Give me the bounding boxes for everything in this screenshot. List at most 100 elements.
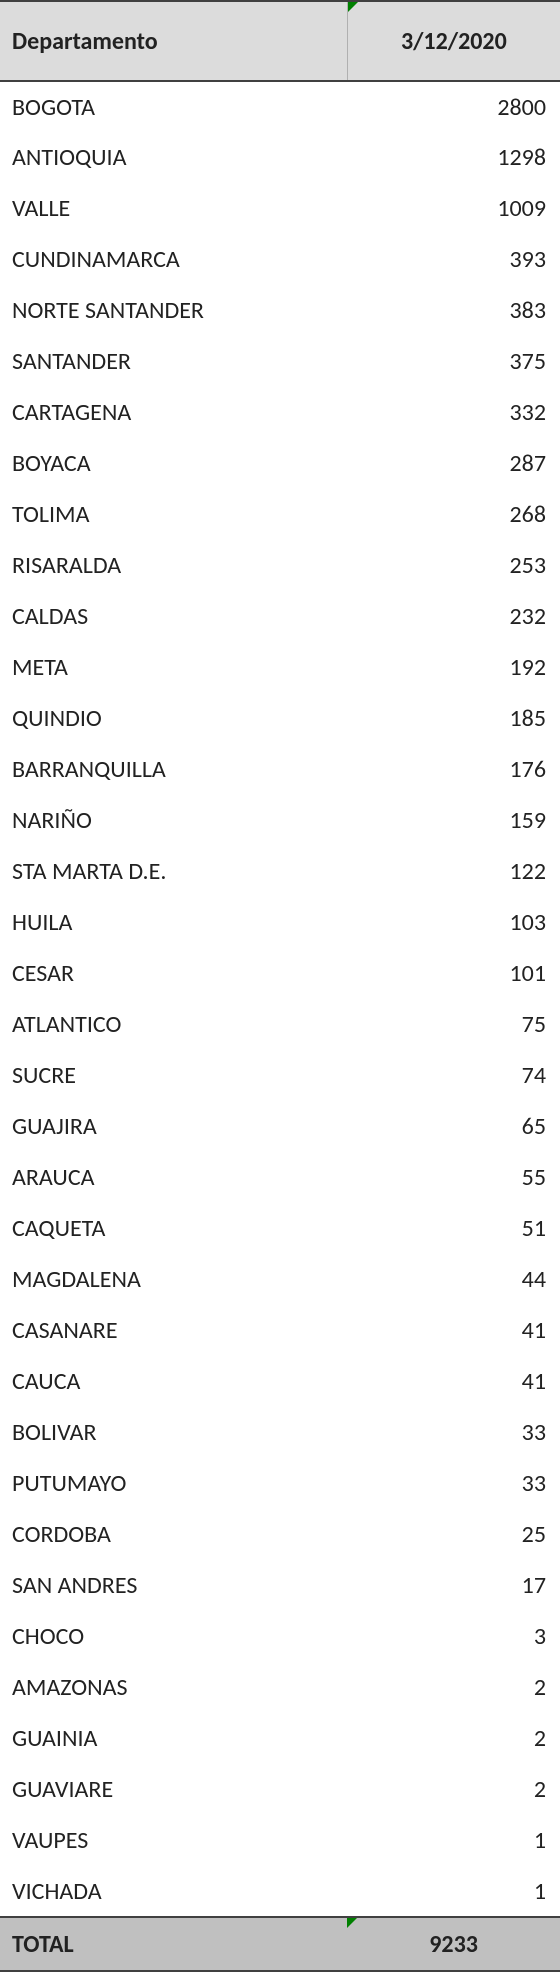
cell-dept[interactable]: GUAVIARE (0, 1764, 347, 1815)
cell-value[interactable]: 65 (347, 1101, 560, 1152)
cell-value[interactable]: 122 (347, 846, 560, 897)
cell-value[interactable]: 383 (347, 285, 560, 336)
cell-value[interactable]: 192 (347, 642, 560, 693)
footer-label[interactable]: TOTAL (0, 1917, 347, 1971)
cell-value[interactable]: 2 (347, 1764, 560, 1815)
table-row: BOGOTA2800 (0, 81, 560, 132)
cell-value[interactable]: 2 (347, 1713, 560, 1764)
cell-dept[interactable]: BARRANQUILLA (0, 744, 347, 795)
cell-value[interactable]: 75 (347, 999, 560, 1050)
cell-value[interactable]: 51 (347, 1203, 560, 1254)
cell-dept[interactable]: VAUPES (0, 1815, 347, 1866)
cell-dept[interactable]: BOLIVAR (0, 1407, 347, 1458)
table-row: GUAJIRA65 (0, 1101, 560, 1152)
cell-value[interactable]: 1009 (347, 183, 560, 234)
cell-dept[interactable]: BOYACA (0, 438, 347, 489)
header-date-text: 3/12/2020 (401, 27, 507, 56)
cell-value[interactable]: 2 (347, 1662, 560, 1713)
cell-value[interactable]: 17 (347, 1560, 560, 1611)
cell-value[interactable]: 33 (347, 1458, 560, 1509)
cell-dept[interactable]: HUILA (0, 897, 347, 948)
table-row: VALLE1009 (0, 183, 560, 234)
cell-value[interactable]: 232 (347, 591, 560, 642)
cell-dept[interactable]: CAQUETA (0, 1203, 347, 1254)
error-indicator-icon (348, 2, 358, 12)
cell-dept[interactable]: VALLE (0, 183, 347, 234)
cell-dept[interactable]: BOGOTA (0, 81, 347, 132)
cell-dept[interactable]: NARIÑO (0, 795, 347, 846)
cell-value[interactable]: 393 (347, 234, 560, 285)
table-row: CESAR101 (0, 948, 560, 999)
header-row: Departamento 3/12/2020 (0, 1, 560, 81)
cell-dept[interactable]: SUCRE (0, 1050, 347, 1101)
cell-dept[interactable]: AMAZONAS (0, 1662, 347, 1713)
cell-value[interactable]: 101 (347, 948, 560, 999)
cell-dept[interactable]: RISARALDA (0, 540, 347, 591)
cell-dept[interactable]: TOLIMA (0, 489, 347, 540)
cell-value[interactable]: 41 (347, 1305, 560, 1356)
table-row: CASANARE41 (0, 1305, 560, 1356)
cell-value[interactable]: 55 (347, 1152, 560, 1203)
cell-value[interactable]: 159 (347, 795, 560, 846)
header-dept[interactable]: Departamento (0, 1, 347, 81)
cell-value[interactable]: 176 (347, 744, 560, 795)
cell-value[interactable]: 253 (347, 540, 560, 591)
cell-value[interactable]: 3 (347, 1611, 560, 1662)
cell-dept[interactable]: META (0, 642, 347, 693)
table-row: PUTUMAYO33 (0, 1458, 560, 1509)
cell-value[interactable]: 375 (347, 336, 560, 387)
table-row: GUAVIARE2 (0, 1764, 560, 1815)
table-row: NARIÑO159 (0, 795, 560, 846)
cell-dept[interactable]: MAGDALENA (0, 1254, 347, 1305)
table-row: TOLIMA268 (0, 489, 560, 540)
data-table: Departamento 3/12/2020 BOGOTA2800ANTIOQU… (0, 0, 560, 1972)
table-row: CAQUETA51 (0, 1203, 560, 1254)
cell-dept[interactable]: GUAINIA (0, 1713, 347, 1764)
table-row: VICHADA1 (0, 1866, 560, 1917)
cell-dept[interactable]: CUNDINAMARCA (0, 234, 347, 285)
cell-dept[interactable]: SAN ANDRES (0, 1560, 347, 1611)
footer-value[interactable]: 9233 (347, 1917, 560, 1971)
cell-value[interactable]: 33 (347, 1407, 560, 1458)
cell-dept[interactable]: CHOCO (0, 1611, 347, 1662)
cell-dept[interactable]: CARTAGENA (0, 387, 347, 438)
table-row: AMAZONAS2 (0, 1662, 560, 1713)
cell-value[interactable]: 1 (347, 1866, 560, 1917)
table-row: STA MARTA D.E.122 (0, 846, 560, 897)
cell-dept[interactable]: CESAR (0, 948, 347, 999)
cell-value[interactable]: 74 (347, 1050, 560, 1101)
cell-dept[interactable]: PUTUMAYO (0, 1458, 347, 1509)
cell-value[interactable]: 185 (347, 693, 560, 744)
cell-dept[interactable]: CAUCA (0, 1356, 347, 1407)
table-row: SUCRE74 (0, 1050, 560, 1101)
table-row: SANTANDER375 (0, 336, 560, 387)
cell-value[interactable]: 1298 (347, 132, 560, 183)
cell-dept[interactable]: VICHADA (0, 1866, 347, 1917)
cell-value[interactable]: 44 (347, 1254, 560, 1305)
cell-value[interactable]: 103 (347, 897, 560, 948)
cell-value[interactable]: 268 (347, 489, 560, 540)
cell-value[interactable]: 1 (347, 1815, 560, 1866)
cell-dept[interactable]: GUAJIRA (0, 1101, 347, 1152)
cell-value[interactable]: 25 (347, 1509, 560, 1560)
table-row: RISARALDA253 (0, 540, 560, 591)
cell-value[interactable]: 2800 (347, 81, 560, 132)
table-row: CUNDINAMARCA393 (0, 234, 560, 285)
cell-value[interactable]: 332 (347, 387, 560, 438)
table-row: BARRANQUILLA176 (0, 744, 560, 795)
cell-dept[interactable]: STA MARTA D.E. (0, 846, 347, 897)
cell-dept[interactable]: NORTE SANTANDER (0, 285, 347, 336)
table-row: ARAUCA55 (0, 1152, 560, 1203)
cell-dept[interactable]: SANTANDER (0, 336, 347, 387)
cell-dept[interactable]: CASANARE (0, 1305, 347, 1356)
cell-value[interactable]: 41 (347, 1356, 560, 1407)
cell-dept[interactable]: ANTIOQUIA (0, 132, 347, 183)
cell-dept[interactable]: ATLANTICO (0, 999, 347, 1050)
cell-dept[interactable]: QUINDIO (0, 693, 347, 744)
cell-dept[interactable]: ARAUCA (0, 1152, 347, 1203)
cell-dept[interactable]: CORDOBA (0, 1509, 347, 1560)
table-row: META192 (0, 642, 560, 693)
cell-dept[interactable]: CALDAS (0, 591, 347, 642)
cell-value[interactable]: 287 (347, 438, 560, 489)
header-date[interactable]: 3/12/2020 (347, 1, 560, 81)
